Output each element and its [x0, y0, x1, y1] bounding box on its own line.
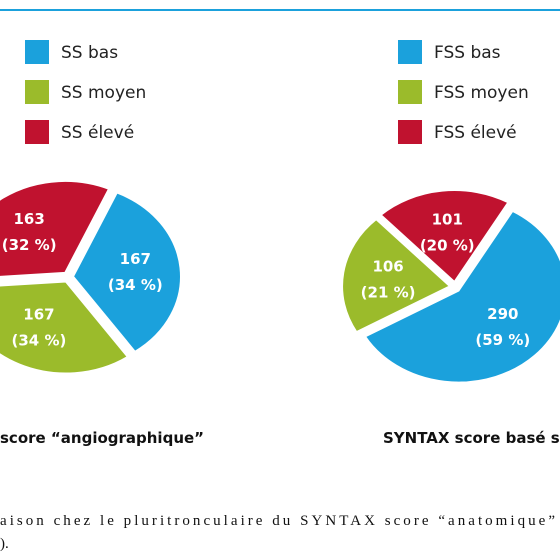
pie-slice: [0, 280, 130, 375]
slice-value: 167: [120, 250, 151, 268]
slice-value: 106: [372, 257, 403, 275]
slice-percent: (21 %): [361, 283, 416, 301]
slice-percent: (20 %): [420, 236, 475, 254]
legend-swatch: [25, 120, 49, 144]
pie-slice: [379, 189, 510, 284]
slice-value: 167: [23, 306, 54, 324]
legend-label: SS élevé: [61, 123, 134, 143]
chart-title: score “angiographique”: [0, 429, 204, 447]
pie-slice: [71, 191, 182, 354]
legend-label: SS moyen: [61, 83, 146, 103]
slice-percent: (59 %): [475, 331, 530, 349]
caption-line: ).: [0, 536, 9, 552]
legend-label: FSS élevé: [434, 123, 517, 143]
caption-line: aison chez le pluritronculaire du SYNTAX…: [0, 513, 555, 529]
slice-value: 163: [14, 210, 45, 228]
pie-slice: [0, 179, 111, 278]
slice-value: 101: [432, 210, 463, 228]
slice-percent: (34 %): [12, 332, 67, 350]
legend-swatch: [398, 80, 422, 104]
slice-value: 290: [487, 305, 518, 323]
legend-swatch: [25, 40, 49, 64]
legend-label: FSS moyen: [434, 83, 529, 103]
pie-slice: [363, 209, 560, 384]
pie-slice: [341, 217, 452, 334]
slice-percent: (34 %): [108, 276, 163, 294]
slice-percent: (32 %): [2, 236, 57, 254]
chart-title: SYNTAX score basé s: [383, 429, 560, 447]
legend-swatch: [398, 40, 422, 64]
legend-label: FSS bas: [434, 43, 501, 63]
legend-label: SS bas: [61, 43, 118, 63]
legend-swatch: [25, 80, 49, 104]
legend-swatch: [398, 120, 422, 144]
